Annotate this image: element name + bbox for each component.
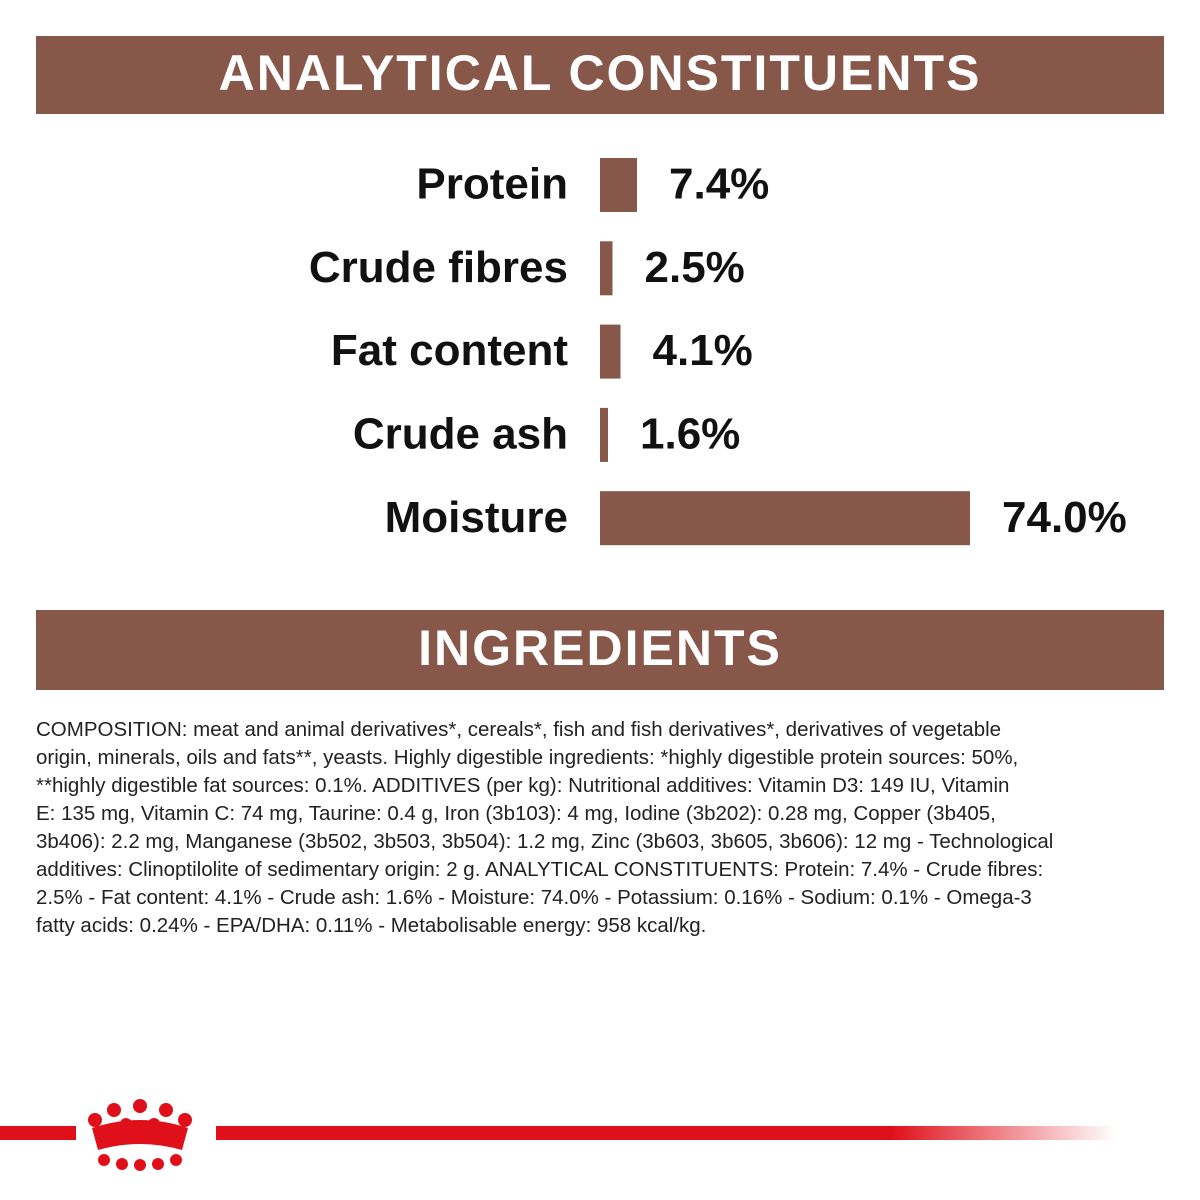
bar	[600, 158, 637, 212]
value-label: 4.1%	[653, 326, 753, 375]
logo	[0, 1099, 1116, 1171]
section-title: INGREDIENTS	[418, 620, 782, 676]
bar	[600, 324, 621, 379]
value-label: 2.5%	[645, 243, 745, 292]
bar	[600, 407, 608, 462]
text-line: **highly digestible fat sources: 0.1%. A…	[36, 774, 1010, 797]
composition-text: COMPOSITION: meat and animal derivatives…	[36, 716, 1176, 940]
bar	[600, 241, 613, 296]
text-line: origin, minerals, oils and fats**, yeast…	[36, 746, 1019, 769]
value-label: 1.6%	[640, 410, 740, 459]
category-label: Crude ash	[353, 410, 568, 459]
text-line: 2.5% - Fat content: 4.1% - Crude ash: 1.…	[36, 886, 1032, 909]
text-line: fatty acids: 0.24% - EPA/DHA: 0.11% - Me…	[36, 914, 707, 937]
text-line: additives: Clinoptilolite of sedimentary…	[36, 858, 1044, 881]
category-label: Fat content	[331, 326, 568, 375]
category-label: Crude fibres	[309, 243, 568, 292]
text-line: 3b406): 2.2 mg, Manganese (3b502, 3b503,…	[36, 830, 1054, 853]
text-line: COMPOSITION: meat and animal derivatives…	[36, 718, 1002, 741]
value-label: 74.0%	[1002, 493, 1127, 542]
header-band	[36, 36, 1164, 114]
text-line: E: 135 mg, Vitamin C: 74 mg, Taurine: 0.…	[36, 802, 996, 825]
category-label: Moisture	[385, 493, 568, 542]
bar	[600, 491, 970, 546]
chart-title: ANALYTICAL CONSTITUENTS	[219, 45, 982, 101]
header-band	[36, 610, 1164, 690]
value-label: 7.4%	[669, 160, 769, 209]
category-label: Protein	[416, 160, 568, 209]
